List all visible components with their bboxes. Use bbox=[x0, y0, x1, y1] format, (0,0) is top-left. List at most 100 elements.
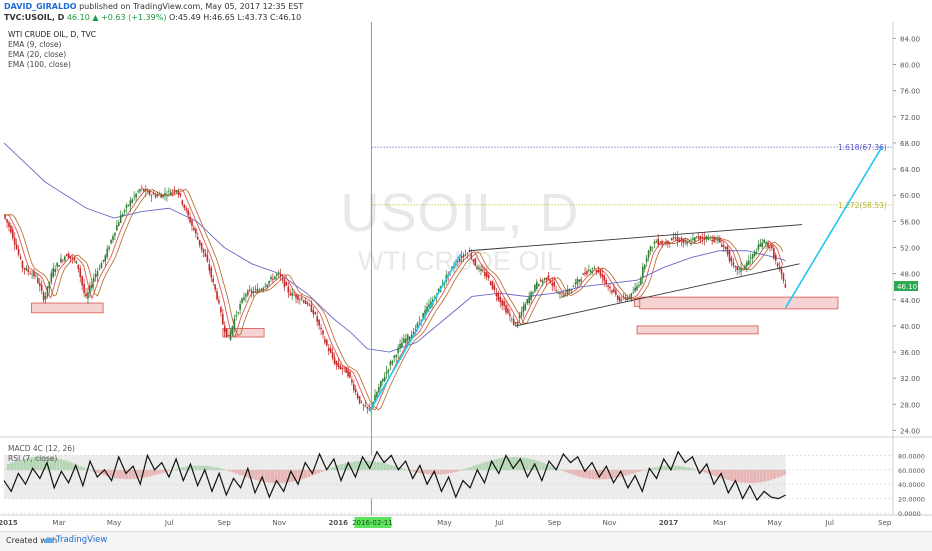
rsi-tick-label: 20.0000 bbox=[898, 496, 925, 504]
macd-histogram-bar bbox=[756, 469, 760, 483]
candle-body bbox=[518, 315, 521, 318]
candle-body bbox=[401, 342, 403, 348]
macd-histogram-bar bbox=[237, 469, 241, 475]
macd-histogram-bar bbox=[69, 462, 73, 471]
legend-title[interactable]: WTI CRUDE OIL, D, TVC bbox=[8, 30, 96, 39]
macd-histogram-bar bbox=[677, 466, 681, 471]
macd-histogram-bar bbox=[409, 469, 413, 472]
macd-histogram-bar bbox=[386, 464, 390, 471]
y-tick-label: 44.00 bbox=[900, 297, 920, 305]
candle-body bbox=[347, 369, 349, 377]
macd-histogram-bar bbox=[772, 469, 776, 479]
candle-body bbox=[784, 284, 787, 288]
macd-histogram-bar bbox=[231, 469, 235, 473]
candle-body bbox=[472, 259, 475, 262]
candle-body bbox=[771, 245, 773, 249]
macd-histogram-bar bbox=[373, 461, 377, 471]
candle-body bbox=[572, 286, 575, 288]
candlestick-series bbox=[4, 184, 787, 416]
candle-body bbox=[247, 290, 249, 296]
legend-ema20[interactable]: EMA (20, close) bbox=[8, 50, 67, 59]
candle-body bbox=[137, 191, 139, 192]
macd-histogram-bar bbox=[654, 467, 658, 471]
candle-body bbox=[33, 271, 35, 277]
candle-body bbox=[158, 194, 161, 195]
candle-body bbox=[29, 273, 31, 275]
tradingview-brand-link[interactable]: TradingView bbox=[56, 535, 108, 545]
candle-body bbox=[692, 238, 694, 241]
macd-histogram-bar bbox=[541, 462, 545, 471]
candle-body bbox=[643, 264, 646, 269]
candle-body bbox=[403, 338, 405, 343]
candle-body bbox=[379, 380, 382, 387]
candle-body bbox=[505, 305, 507, 313]
y-tick-label: 80.00 bbox=[900, 61, 920, 69]
x-tick-label: May bbox=[437, 519, 451, 527]
time-axis[interactable]: 2015 Mar May Jul Sep Nov 2016 2016-02-11 May Jul S… bbox=[0, 517, 892, 528]
candle-body bbox=[645, 257, 648, 262]
macd-histogram-bar bbox=[723, 469, 727, 480]
candle-body bbox=[416, 323, 419, 329]
candle-body bbox=[222, 314, 224, 325]
candle-body bbox=[233, 318, 236, 329]
macd-histogram-bar bbox=[475, 464, 479, 471]
candle-body bbox=[699, 236, 702, 239]
candle-body bbox=[320, 327, 322, 330]
legend-ema9[interactable]: EMA (9, close) bbox=[8, 40, 62, 49]
candle-body bbox=[92, 277, 95, 282]
candle-body bbox=[391, 361, 394, 364]
candle-body bbox=[474, 258, 476, 266]
macd-histogram-bar bbox=[360, 460, 364, 471]
candle-body bbox=[599, 270, 602, 276]
candle-body bbox=[90, 284, 93, 289]
candle-body bbox=[179, 193, 182, 196]
macd-histogram-bar bbox=[195, 465, 199, 471]
candle-body bbox=[757, 244, 760, 250]
candle-body bbox=[570, 289, 573, 291]
candle-body bbox=[293, 294, 295, 296]
candle-body bbox=[607, 285, 609, 287]
price-chart[interactable]: 1.618(67.36) 1.272(58.53) 24.00 28.00 32.00… bbox=[0, 0, 932, 531]
candle-body bbox=[270, 277, 272, 280]
macd-histogram-bar bbox=[19, 459, 23, 471]
price-axis[interactable]: 24.00 28.00 32.00 36.00 40.00 44.00 48.00 52.00… bbox=[893, 35, 920, 435]
candle-body bbox=[468, 250, 471, 253]
macd-histogram-bar bbox=[191, 465, 195, 471]
candle-body bbox=[482, 270, 484, 272]
macd-histogram-bar bbox=[158, 469, 162, 474]
candle-body bbox=[264, 286, 266, 288]
macd-histogram-bar bbox=[353, 461, 357, 471]
candle-body bbox=[112, 236, 114, 241]
candle-body bbox=[653, 241, 656, 244]
macd-histogram-bar bbox=[142, 469, 146, 478]
candle-body bbox=[744, 265, 746, 270]
macd-histogram-bar bbox=[148, 469, 152, 477]
x-tick-label: 2017 bbox=[659, 519, 679, 527]
wedge-upper-line bbox=[469, 224, 803, 252]
price-change: 46.10 ▲ +0.63 (+1.39%) bbox=[66, 13, 167, 22]
candle-body bbox=[329, 348, 332, 353]
candle-body bbox=[6, 219, 8, 223]
candle-body bbox=[507, 308, 509, 314]
x-tick-label: Jul bbox=[824, 519, 834, 527]
rsi-label[interactable]: RSI (7, close) bbox=[8, 454, 58, 463]
candle-body bbox=[751, 254, 754, 259]
author-name[interactable]: DAVID_GIRALDO bbox=[4, 2, 77, 11]
candle-body bbox=[711, 239, 713, 242]
legend-ema100[interactable]: EMA (100, close) bbox=[8, 60, 71, 69]
macd-histogram-bar bbox=[521, 457, 525, 471]
candle-body bbox=[64, 256, 66, 261]
candle-body bbox=[144, 189, 147, 192]
candle-body bbox=[759, 243, 762, 247]
x-tick-label: May bbox=[107, 519, 121, 527]
macd-label[interactable]: MACD 4C (12, 26) bbox=[8, 444, 75, 453]
wedge-lower-line bbox=[515, 263, 800, 327]
candle-body bbox=[724, 246, 727, 249]
macd-histogram-bar bbox=[135, 469, 139, 479]
candle-body bbox=[624, 297, 627, 300]
candle-body bbox=[223, 325, 226, 333]
macd-histogram-bar bbox=[132, 469, 136, 479]
candle-body bbox=[96, 270, 99, 277]
macd-histogram-bar bbox=[706, 469, 710, 474]
candle-body bbox=[235, 315, 238, 317]
